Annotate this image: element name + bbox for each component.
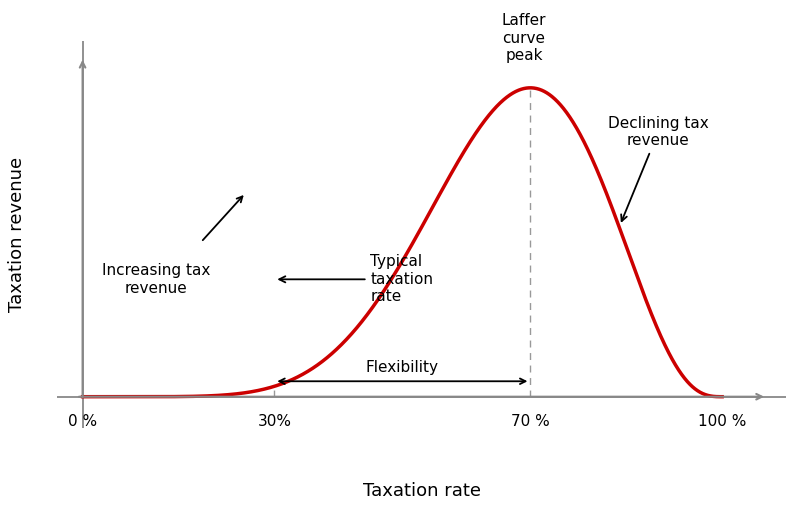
Text: Laffer
curve
peak: Laffer curve peak: [502, 13, 546, 63]
Text: Taxation rate: Taxation rate: [362, 482, 481, 500]
Text: 0 %: 0 %: [68, 414, 97, 428]
Text: Typical
taxation
rate: Typical taxation rate: [279, 254, 434, 304]
Text: Flexibility: Flexibility: [366, 360, 439, 375]
Text: 100 %: 100 %: [698, 414, 746, 428]
Text: 30%: 30%: [258, 414, 291, 428]
Text: 70 %: 70 %: [511, 414, 550, 428]
Text: Taxation revenue: Taxation revenue: [8, 157, 26, 312]
Text: Declining tax
revenue: Declining tax revenue: [608, 116, 709, 221]
Text: Increasing tax
revenue: Increasing tax revenue: [102, 263, 210, 296]
